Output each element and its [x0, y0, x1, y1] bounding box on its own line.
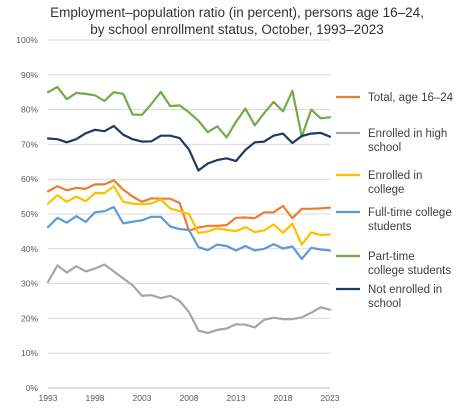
- y-tick-label: 90%: [21, 70, 38, 80]
- y-tick-label: 60%: [21, 174, 38, 184]
- x-tick-label: 2018: [274, 393, 293, 403]
- x-tick-label: 2013: [227, 393, 246, 403]
- y-tick-label: 30%: [21, 279, 38, 289]
- y-tick-label: 0%: [26, 383, 39, 393]
- legend-label: Enrolled in high school: [368, 128, 447, 154]
- legend-label: Part-time college students: [368, 251, 451, 277]
- chart-title: Employment–population ratio (in percent)…: [50, 5, 424, 20]
- legend-label: Full-time college students: [368, 207, 452, 233]
- x-tick-label: 2003: [133, 393, 152, 403]
- y-tick-label: 100%: [16, 35, 38, 45]
- x-tick-label: 1993: [39, 393, 58, 403]
- x-tick-label: 2023: [321, 393, 340, 403]
- legend-label: Enrolled in college: [368, 170, 422, 196]
- y-tick-label: 10%: [21, 348, 38, 358]
- x-tick-label: 2008: [180, 393, 199, 403]
- y-tick-label: 50%: [21, 209, 38, 219]
- y-tick-label: 70%: [21, 139, 38, 149]
- legend-label: Not enrolled in school: [368, 284, 442, 310]
- y-tick-label: 20%: [21, 313, 38, 323]
- series-line: [46, 263, 332, 335]
- series-line: [46, 179, 332, 232]
- series-line: [46, 85, 332, 139]
- series-line: [46, 185, 332, 246]
- x-tick-label: 1998: [86, 393, 105, 403]
- series-line: [46, 124, 332, 172]
- series-line: [46, 205, 332, 260]
- y-tick-label: 80%: [21, 105, 38, 115]
- chart-subtitle: by school enrollment status, October, 19…: [90, 22, 384, 37]
- legend-label: Total, age 16–24: [368, 92, 454, 104]
- y-tick-label: 40%: [21, 244, 38, 254]
